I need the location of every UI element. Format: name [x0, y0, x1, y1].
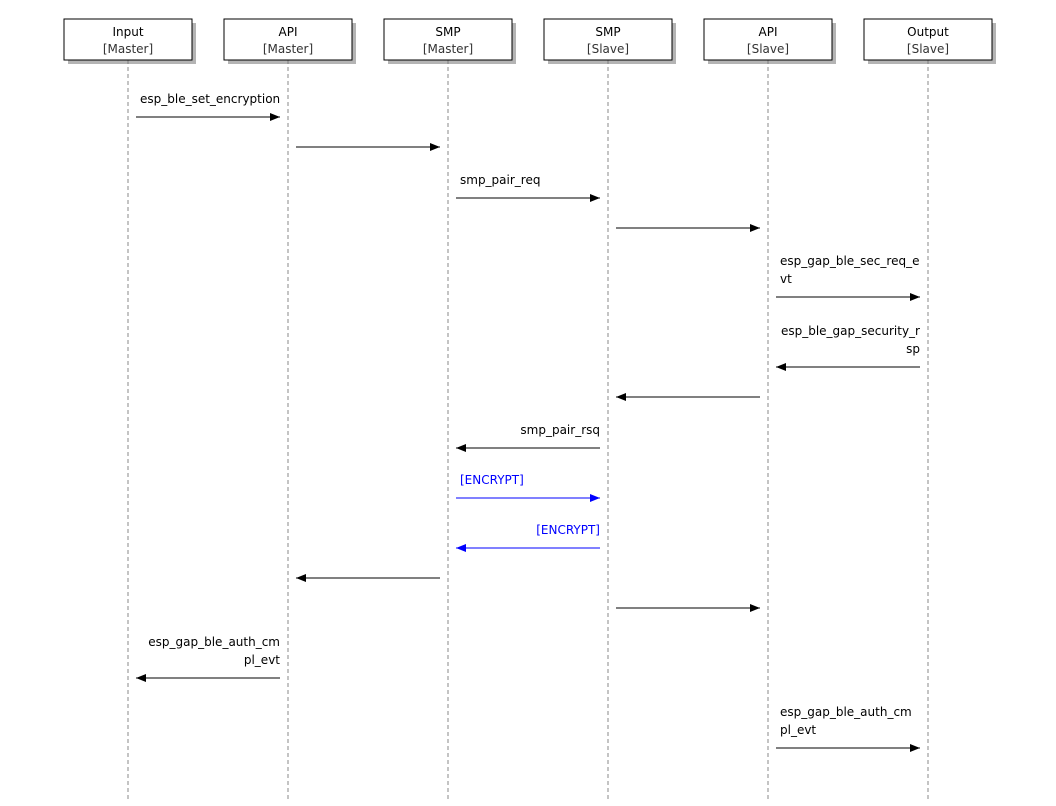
message-label: smp_pair_rsq — [520, 423, 600, 437]
message: smp_pair_req — [456, 173, 600, 202]
message: esp_gap_ble_sec_req_evt — [776, 254, 920, 301]
message-label: esp_gap_ble_auth_cm — [148, 635, 280, 649]
participant-box: Input [Master] — [63, 18, 196, 64]
message-label: smp_pair_req — [460, 173, 540, 187]
box — [383, 18, 513, 61]
message-label: esp_ble_set_encryption — [140, 92, 280, 106]
message-label: vt — [780, 272, 792, 286]
participant-name: API — [759, 25, 778, 39]
box — [863, 18, 993, 61]
box — [223, 18, 353, 61]
message-label: pl_evt — [780, 723, 816, 737]
message-label: [ENCRYPT] — [460, 473, 524, 487]
participant-name: Output — [907, 25, 949, 39]
participant-name: API — [279, 25, 298, 39]
message: esp_gap_ble_auth_cm pl_evt — [136, 635, 280, 682]
message-label: esp_gap_ble_sec_req_e — [780, 254, 919, 268]
participant-name: Input — [112, 25, 143, 39]
box — [543, 18, 673, 61]
participant-role: [Master] — [263, 42, 313, 56]
participant-box: SMP [Master] — [383, 18, 516, 64]
message: smp_pair_rsq — [456, 423, 600, 452]
message: esp_ble_gap_security_rsp — [776, 324, 920, 371]
participant-box: Output [Slave] — [863, 18, 996, 64]
participant-box: API [Slave] — [703, 18, 836, 64]
message-label: [ENCRYPT] — [536, 523, 600, 537]
participant-role: [Slave] — [587, 42, 629, 56]
message-label: esp_gap_ble_auth_cm — [780, 705, 912, 719]
message-label: esp_ble_gap_security_r — [781, 324, 920, 338]
message: [ENCRYPT] — [456, 523, 600, 552]
box — [703, 18, 833, 61]
message: esp_ble_set_encryption — [136, 92, 280, 121]
message: esp_gap_ble_auth_cm pl_evt — [776, 705, 920, 752]
participant-role: [Master] — [423, 42, 473, 56]
participant-name: SMP — [595, 25, 620, 39]
participant-name: SMP — [435, 25, 460, 39]
message-label: pl_evt — [244, 653, 280, 667]
participant-role: [Slave] — [747, 42, 789, 56]
participant-role: [Slave] — [907, 42, 949, 56]
box — [63, 18, 193, 61]
message-label: sp — [906, 342, 920, 356]
participant-box: SMP [Slave] — [543, 18, 676, 64]
message: [ENCRYPT] — [456, 473, 600, 502]
participant-box: API [Master] — [223, 18, 356, 64]
participant-role: [Master] — [103, 42, 153, 56]
